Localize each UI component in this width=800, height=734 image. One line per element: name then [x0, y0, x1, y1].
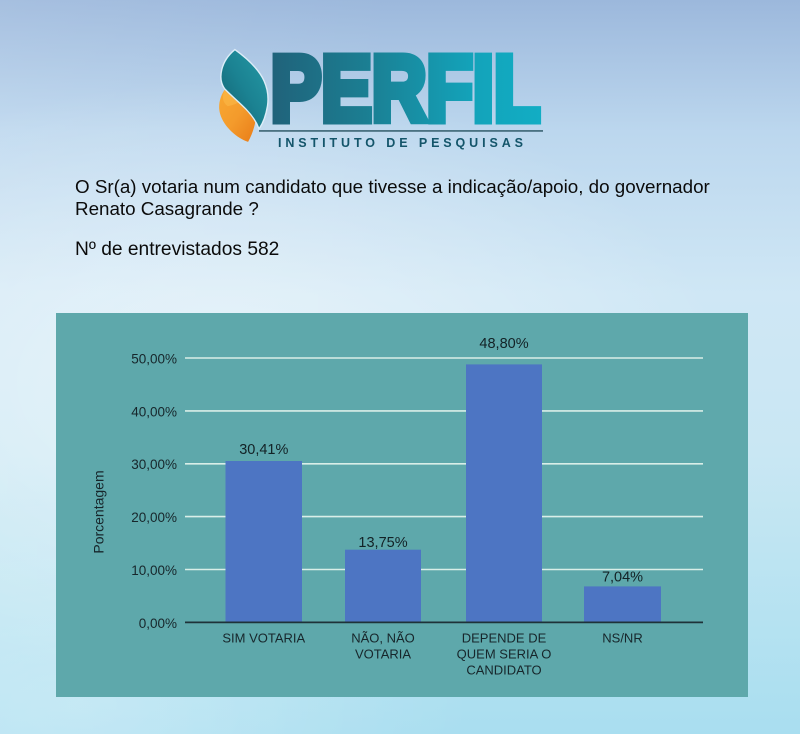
- svg-text:20,00%: 20,00%: [131, 510, 177, 525]
- svg-text:48,80%: 48,80%: [479, 336, 528, 352]
- svg-text:7,04%: 7,04%: [602, 570, 643, 586]
- svg-text:CANDIDATO: CANDIDATO: [466, 663, 541, 678]
- svg-text:40,00%: 40,00%: [131, 404, 177, 419]
- svg-text:QUEM SERIA O: QUEM SERIA O: [457, 647, 552, 662]
- svg-text:13,75%: 13,75%: [358, 535, 407, 551]
- svg-text:DEPENDE DE: DEPENDE DE: [462, 631, 547, 646]
- svg-text:SIM VOTARIA: SIM VOTARIA: [222, 631, 305, 646]
- svg-text:30,41%: 30,41%: [239, 442, 288, 458]
- svg-text:PERFIL: PERFIL: [271, 40, 540, 140]
- svg-text:50,00%: 50,00%: [131, 352, 177, 367]
- svg-text:30,00%: 30,00%: [131, 457, 177, 472]
- svg-text:Porcentagem: Porcentagem: [91, 470, 107, 553]
- svg-text:VOTARIA: VOTARIA: [355, 647, 411, 662]
- svg-text:10,00%: 10,00%: [131, 563, 177, 578]
- svg-text:NS/NR: NS/NR: [602, 631, 642, 646]
- svg-text:NÃO, NÃO: NÃO, NÃO: [351, 631, 415, 646]
- svg-text:0,00%: 0,00%: [139, 616, 177, 631]
